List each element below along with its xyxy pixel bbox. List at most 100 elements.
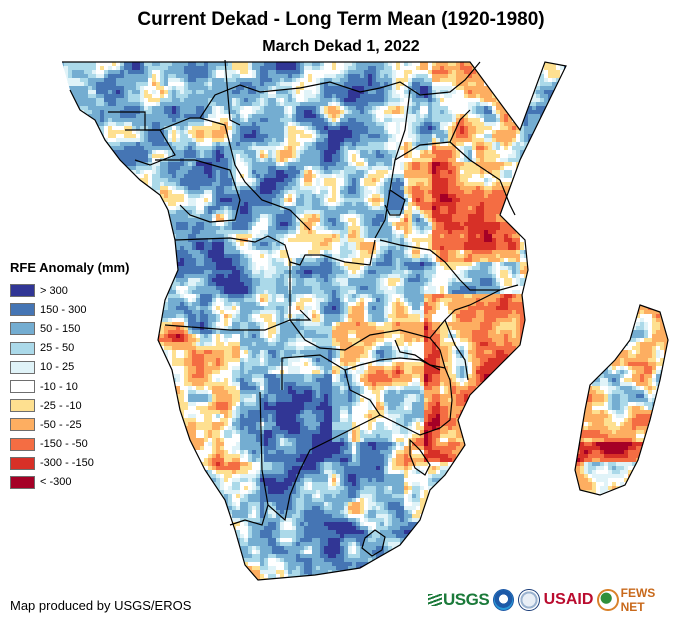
raster-cell (196, 158, 200, 162)
raster-cell (632, 82, 636, 86)
raster-cell (616, 122, 620, 126)
raster-cell (240, 198, 244, 202)
raster-cell (224, 198, 228, 202)
raster-cell (552, 190, 556, 194)
raster-cell (284, 186, 288, 190)
raster-cell (224, 166, 228, 170)
raster-cell (84, 98, 88, 102)
raster-cell (580, 122, 584, 126)
raster-cell (224, 130, 228, 134)
raster-cell (676, 174, 680, 178)
raster-cell (336, 102, 340, 106)
raster-cell (212, 142, 216, 146)
raster-cell (588, 134, 592, 138)
raster-cell (596, 98, 600, 102)
raster-cell (372, 182, 376, 186)
raster-cell (328, 90, 332, 94)
raster-cell (644, 86, 648, 90)
raster-cell (200, 102, 204, 106)
raster-cell (340, 134, 344, 138)
raster-cell (200, 66, 204, 70)
raster-cell (528, 106, 532, 110)
raster-cell (604, 82, 608, 86)
raster-cell (272, 102, 276, 106)
raster-cell (264, 122, 268, 126)
raster-cell (460, 74, 464, 78)
raster-cell (468, 170, 472, 174)
raster-cell (140, 62, 144, 66)
raster-cell (356, 98, 360, 102)
raster-cell (560, 190, 564, 194)
raster-cell (604, 70, 608, 74)
raster-cell (608, 190, 612, 194)
raster-cell (572, 86, 576, 90)
raster-cell (528, 150, 532, 154)
raster-cell (492, 114, 496, 118)
raster-cell (436, 118, 440, 122)
raster-cell (420, 170, 424, 174)
raster-cell (436, 70, 440, 74)
raster-cell (416, 158, 420, 162)
raster-cell (444, 154, 448, 158)
raster-cell (340, 126, 344, 130)
raster-cell (176, 150, 180, 154)
raster-cell (480, 106, 484, 110)
raster-cell (204, 74, 208, 78)
raster-cell (372, 74, 376, 78)
raster-cell (152, 134, 156, 138)
raster-cell (608, 114, 612, 118)
raster-cell (220, 158, 224, 162)
raster-cell (288, 178, 292, 182)
raster-cell (244, 130, 248, 134)
raster-cell (328, 114, 332, 118)
raster-cell (584, 78, 588, 82)
raster-cell (384, 166, 388, 170)
raster-cell (480, 114, 484, 118)
raster-cell (336, 170, 340, 174)
raster-cell (156, 134, 160, 138)
raster-cell (284, 190, 288, 194)
raster-cell (124, 78, 128, 82)
raster-cell (532, 150, 536, 154)
raster-cell (176, 154, 180, 158)
raster-cell (356, 202, 360, 206)
raster-cell (268, 162, 272, 166)
raster-cell (476, 78, 480, 82)
raster-cell (496, 190, 500, 194)
raster-cell (188, 106, 192, 110)
raster-cell (536, 182, 540, 186)
raster-cell (592, 190, 596, 194)
raster-cell (160, 142, 164, 146)
raster-cell (180, 150, 184, 154)
raster-cell (544, 186, 548, 190)
raster-cell (288, 166, 292, 170)
raster-cell (136, 146, 140, 150)
raster-cell (456, 114, 460, 118)
raster-cell (676, 70, 680, 74)
raster-cell (408, 194, 412, 198)
raster-cell (276, 182, 280, 186)
raster-cell (624, 130, 628, 134)
raster-cell (396, 66, 400, 70)
raster-cell (144, 78, 148, 82)
raster-cell (560, 130, 564, 134)
raster-cell (268, 118, 272, 122)
raster-cell (428, 130, 432, 134)
raster-cell (236, 110, 240, 114)
raster-cell (476, 186, 480, 190)
raster-cell (316, 134, 320, 138)
raster-cell (536, 198, 540, 202)
raster-cell (128, 82, 132, 86)
raster-cell (344, 130, 348, 134)
raster-cell (116, 86, 120, 90)
raster-cell (388, 118, 392, 122)
raster-cell (432, 106, 436, 110)
raster-cell (596, 162, 600, 166)
raster-cell (608, 66, 612, 70)
raster-cell (108, 150, 112, 154)
raster-cell (416, 138, 420, 142)
raster-cell (384, 126, 388, 130)
raster-cell (288, 74, 292, 78)
raster-cell (192, 86, 196, 90)
raster-cell (352, 70, 356, 74)
